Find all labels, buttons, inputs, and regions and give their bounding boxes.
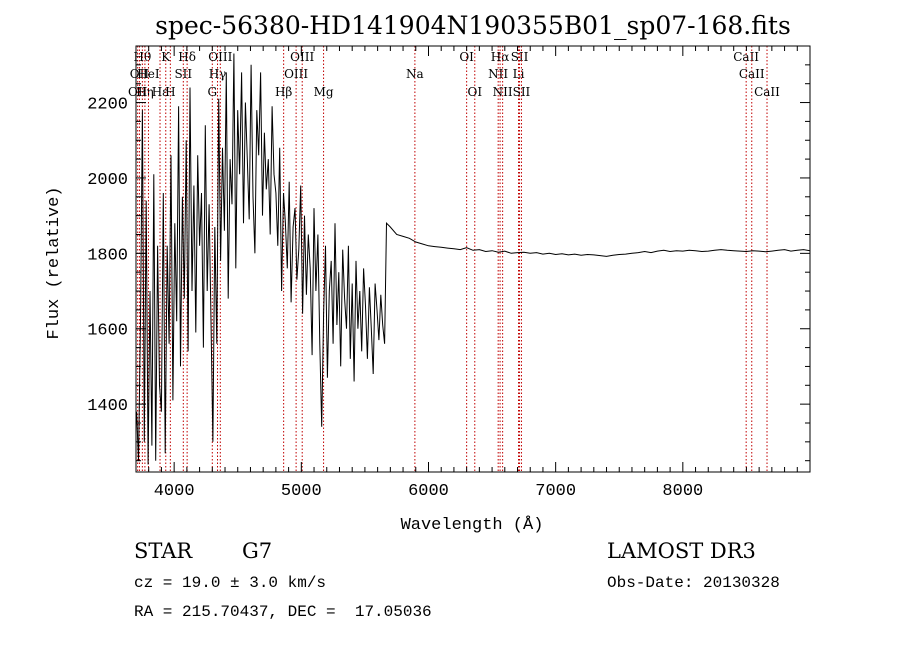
y-tick-label: 1800: [87, 246, 128, 265]
x-tick-label: 7000: [535, 482, 576, 501]
line-label-9: Hδ: [178, 50, 196, 64]
line-label-3: Hη: [136, 85, 154, 99]
line-label-27: CaII: [739, 67, 765, 81]
x-tick-label: 6000: [408, 482, 449, 501]
line-label-24: SII: [511, 50, 529, 64]
line-label-22: NII: [493, 85, 513, 99]
y-axis-ticks: 1400 1600 1800 2000 2200: [87, 45, 810, 462]
line-label-15: OIII: [290, 50, 314, 64]
line-label-4: HeI: [137, 67, 160, 81]
chart-title: spec-56380-HD141904N190355B01_sp07-168.f…: [155, 11, 791, 40]
line-label-16: Mg: [314, 85, 334, 99]
line-label-23: Li: [513, 67, 525, 81]
line-label-7: H: [165, 85, 175, 99]
x-tick-label: 8000: [662, 482, 703, 501]
line-label-26: CaII: [733, 50, 759, 64]
x-tick-label: 4000: [154, 482, 195, 501]
observation-date: Obs-Date: 20130328: [607, 574, 780, 592]
y-tick-label: 2000: [87, 171, 128, 190]
redshift-cz: cz = 19.0 ± 3.0 km/s: [134, 574, 327, 592]
x-tick-label: 5000: [281, 482, 322, 501]
line-label-19: OI: [467, 85, 482, 99]
survey-name: LAMOST DR3: [607, 539, 756, 563]
plot-border: [135, 45, 811, 473]
line-label-2: Hθ: [134, 50, 152, 64]
x-axis-label: Wavelength (Å): [401, 516, 544, 535]
line-label-10: G: [208, 85, 218, 99]
ra-dec: RA = 215.70437, DEC = 17.05036: [134, 603, 432, 621]
line-label-6: K: [161, 50, 171, 64]
spectrum-line-0: [136, 53, 810, 465]
line-label-12: OIII: [208, 50, 232, 64]
line-label-5: Hε: [152, 85, 169, 99]
x-axis-ticks: 4000 5000 6000 7000 8000: [148, 46, 798, 501]
spectrum-series: [136, 53, 810, 465]
line-label-21: Hα: [491, 50, 510, 64]
line-label-13: Hβ: [275, 85, 292, 99]
plot-frame: [135, 45, 811, 473]
line-label-17: Na: [406, 67, 424, 81]
line-label-25: SII: [513, 85, 531, 99]
line-label-28: CaII: [754, 85, 780, 99]
line-label-11: Hγ: [209, 67, 227, 81]
line-label-18: OI: [459, 50, 474, 64]
line-label-20: NII: [488, 67, 508, 81]
y-tick-label: 2200: [87, 96, 128, 115]
line-label-8: SII: [174, 67, 192, 81]
y-tick-label: 1400: [87, 397, 128, 416]
object-class: STAR: [134, 539, 193, 563]
object-subclass: G7: [242, 539, 273, 563]
y-tick-label: 1600: [87, 322, 128, 341]
y-axis-label: Flux (relative): [45, 186, 64, 339]
line-label-14: OIII: [284, 67, 308, 81]
